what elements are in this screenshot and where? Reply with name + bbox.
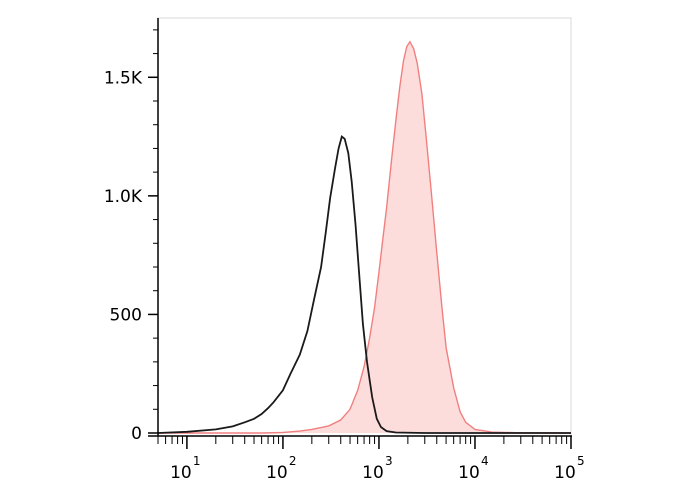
x-tick-exponent: 4 <box>481 454 489 468</box>
y-tick-label: 500 <box>110 305 142 325</box>
x-tick-label: 10 <box>266 463 288 483</box>
x-tick-label: 10 <box>554 463 576 483</box>
y-tick-label: 1.5K <box>104 68 143 88</box>
x-tick-exponent: 3 <box>385 454 393 468</box>
series-1-area <box>158 41 571 433</box>
x-tick-exponent: 5 <box>577 454 585 468</box>
series-0-line <box>157 135 571 434</box>
x-tick-exponent: 2 <box>289 454 297 468</box>
y-tick-label: 1.0K <box>104 187 143 207</box>
x-tick-label: 10 <box>170 463 192 483</box>
x-tick-label: 10 <box>362 463 384 483</box>
y-axis-ticks: 0 500 1.0K 1.5K <box>104 29 158 444</box>
x-tick-exponent: 1 <box>193 454 201 468</box>
y-tick-label: 0 <box>131 424 142 444</box>
series-1-outline <box>158 40 572 434</box>
x-tick-label: 10 <box>458 463 480 483</box>
series-layer <box>157 40 572 434</box>
